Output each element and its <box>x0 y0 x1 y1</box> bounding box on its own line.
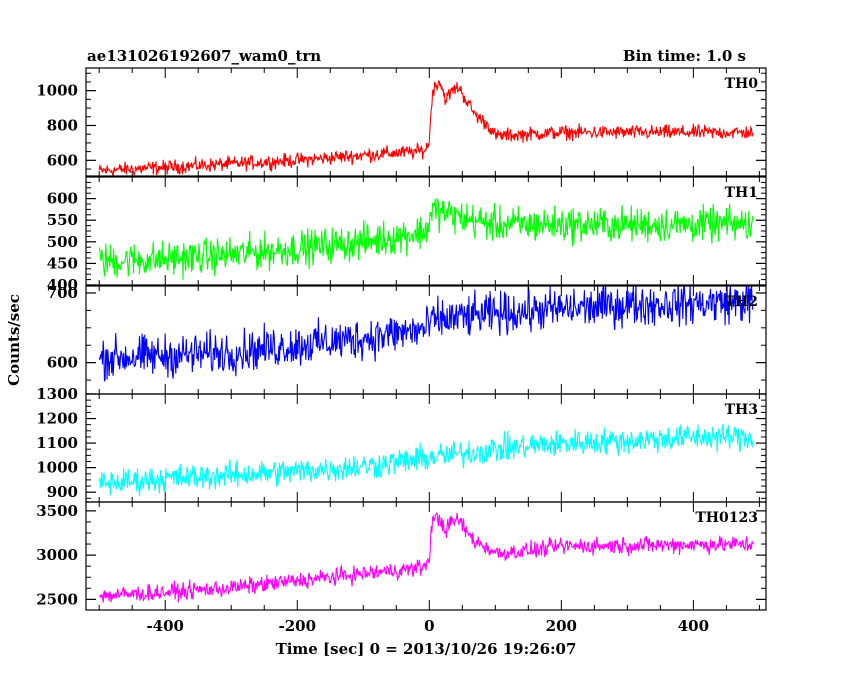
y-tick-label: 3500 <box>36 502 78 520</box>
series-line-th3 <box>98 424 754 497</box>
y-tick-label: 600 <box>47 354 78 372</box>
figure-title: ae131026192607_wam0_trn <box>87 47 321 65</box>
y-tick-label: 1000 <box>36 82 78 100</box>
y-tick-label: 1100 <box>36 434 78 452</box>
panel-frame-th2 <box>85 285 767 395</box>
x-tick-label: 0 <box>424 617 434 635</box>
y-tick-label: 450 <box>47 254 78 272</box>
x-tick-label: -200 <box>278 617 316 635</box>
x-tick-label: 200 <box>546 617 577 635</box>
y-tick-label: 550 <box>47 211 78 229</box>
y-tick-label: 400 <box>47 276 78 294</box>
series-line-th2 <box>98 286 754 382</box>
y-tick-label: 800 <box>47 116 78 134</box>
panel-frame-th3 <box>85 393 767 503</box>
y-tick-label: 600 <box>47 151 78 169</box>
panel-label-th3: TH3 <box>725 402 758 418</box>
y-axis-label: Counts/sec <box>5 294 23 386</box>
bin-time-label: Bin time: 1.0 s <box>623 47 746 65</box>
y-tick-label: 900 <box>47 483 78 501</box>
series-line-th1 <box>98 197 754 280</box>
y-tick-label: 3000 <box>36 546 78 564</box>
y-tick-label: 500 <box>47 233 78 251</box>
series-line-th0 <box>98 80 754 176</box>
y-tick-label: 1200 <box>36 410 78 428</box>
y-tick-label: 2500 <box>36 590 78 608</box>
y-tick-label: 700 <box>47 284 78 302</box>
panel-label-th1: TH1 <box>725 185 758 201</box>
x-tick-label: 400 <box>678 617 709 635</box>
panel-label-th0123: TH0123 <box>695 510 758 526</box>
x-tick-label: -400 <box>146 617 184 635</box>
y-tick-label: 1000 <box>36 459 78 477</box>
y-tick-label: 600 <box>47 190 78 208</box>
panel-label-th2: TH2 <box>725 294 758 310</box>
panels: 600 800 1000 TH0 400 450 500 550 600 TH1 600 700 TH2… <box>36 67 767 635</box>
x-axis-label: Time [sec] 0 = 2013/10/26 19:26:07 <box>276 640 577 658</box>
panel-label-th0: TH0 <box>725 76 759 92</box>
series-line-th0123 <box>98 512 754 603</box>
panel-frame-th0123 <box>85 501 767 611</box>
y-tick-label: 1300 <box>36 385 78 403</box>
panel-frame-th0 <box>85 67 767 177</box>
